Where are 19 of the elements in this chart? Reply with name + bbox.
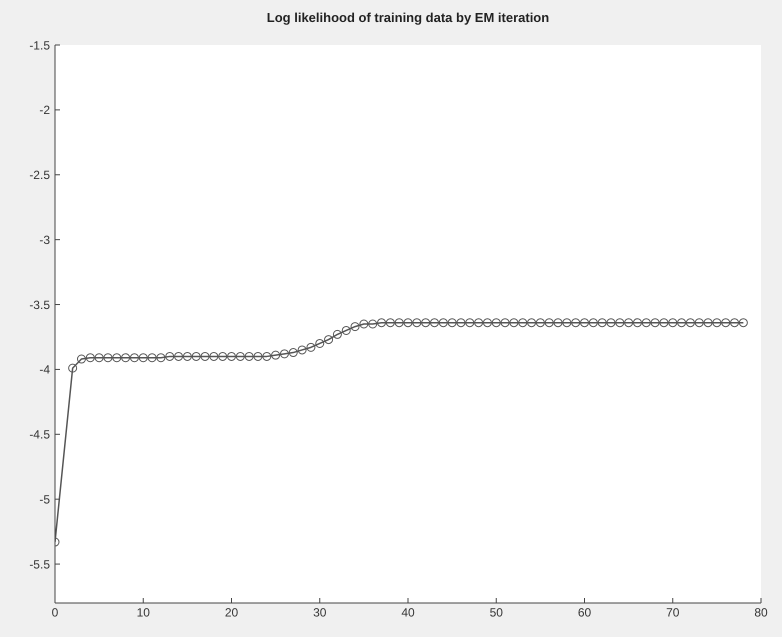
x-tick-label: 10 [136, 606, 150, 620]
y-tick-label: -4.5 [29, 428, 50, 442]
chart-title: Log likelihood of training data by EM iteration [266, 10, 550, 25]
x-tick-label: 30 [313, 606, 327, 620]
y-tick-label: -1.5 [29, 38, 50, 52]
y-tick-label: -4 [39, 362, 50, 377]
x-tick-label: 40 [401, 606, 415, 620]
x-tick-label: 60 [578, 606, 592, 620]
y-tick-label: -5 [39, 492, 50, 506]
y-tick-label: -2.5 [29, 168, 50, 182]
y-tick-label: -3.5 [29, 298, 50, 312]
y-tick-label: -3 [39, 232, 50, 247]
x-tick-label: 20 [224, 606, 238, 620]
y-tick-label: -5.5 [29, 557, 50, 572]
x-tick-label: 70 [666, 606, 680, 620]
y-tick-label: -2 [39, 103, 50, 118]
x-tick-label: 80 [754, 606, 768, 620]
x-tick-label: 0 [52, 606, 59, 620]
x-tick-label: 50 [490, 606, 504, 620]
